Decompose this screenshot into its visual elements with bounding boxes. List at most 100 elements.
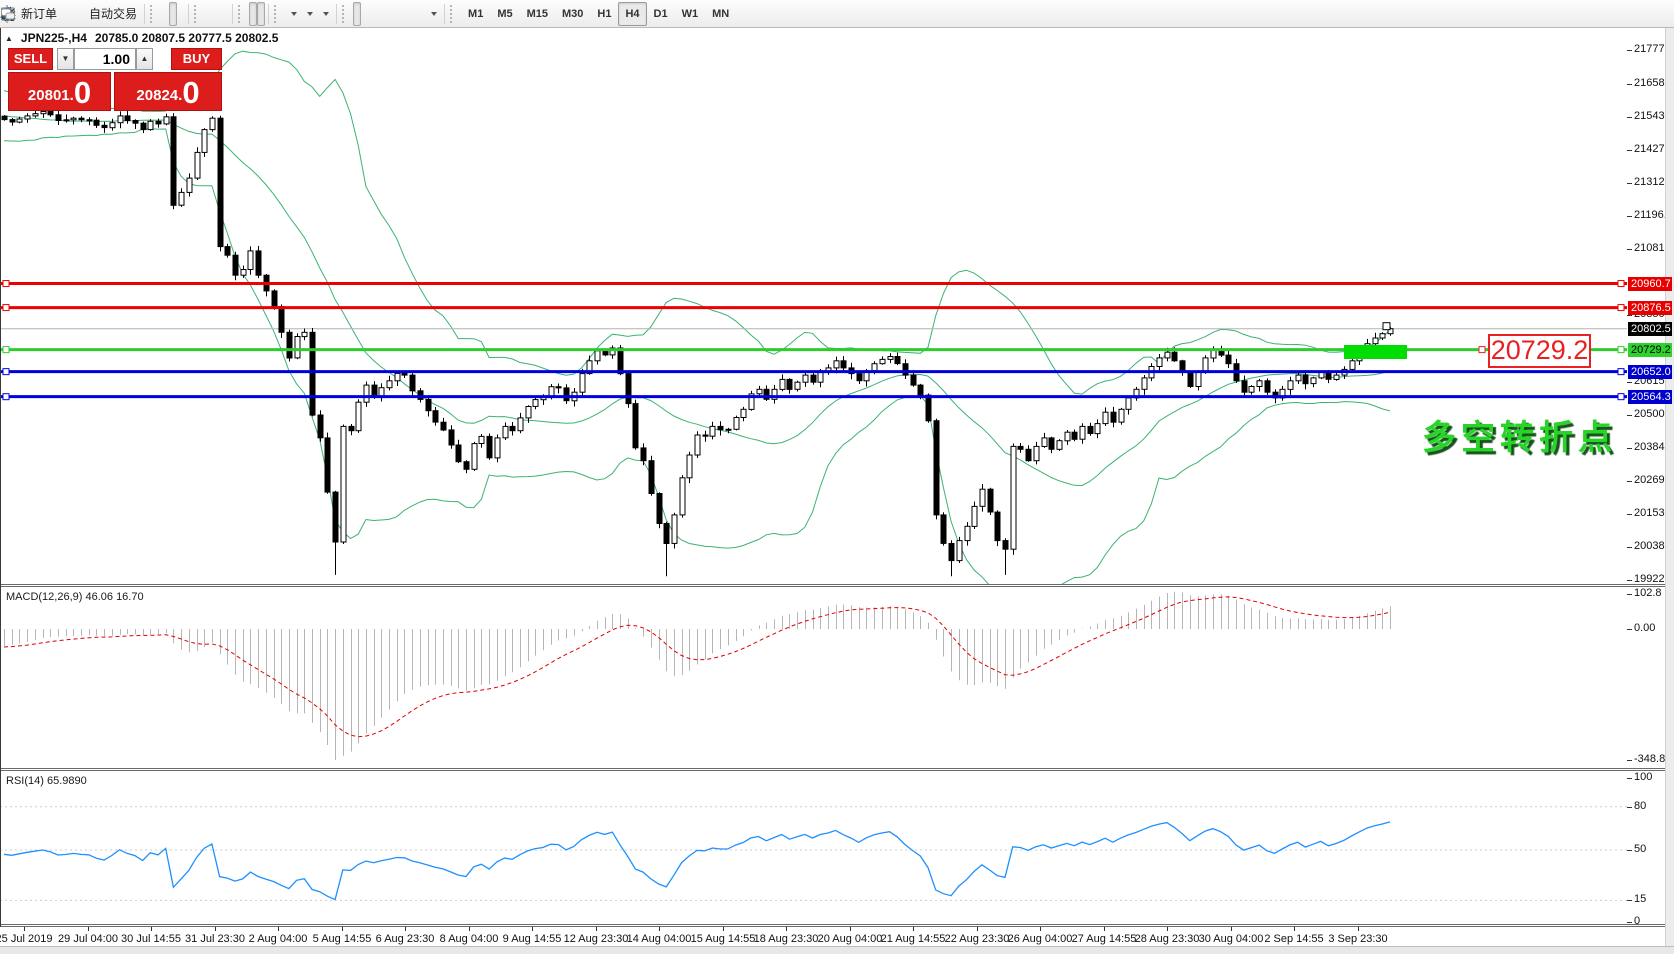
- toolbar-grip[interactable]: [342, 4, 349, 23]
- text-label-tool-button[interactable]: T: [1, 2, 425, 26]
- timeframe-m15[interactable]: M15: [526, 7, 548, 20]
- line-handle[interactable]: [2, 393, 10, 401]
- rsi-axis-label: 80: [1634, 800, 1647, 812]
- toolbar-grip[interactable]: [238, 4, 245, 23]
- panel-separator: [0, 926, 1674, 927]
- callout-handle[interactable]: [1478, 346, 1486, 354]
- trendline-tool-button[interactable]: [1, 2, 393, 26]
- highlight-tool-button[interactable]: [2, 2, 69, 26]
- price-tick-label: 20269.0: [1634, 474, 1674, 486]
- dropdown-caret-icon[interactable]: [291, 11, 298, 16]
- toolbar-grip[interactable]: [450, 4, 457, 23]
- line-handle[interactable]: [1617, 368, 1625, 376]
- timeframe-mn[interactable]: MN: [712, 7, 730, 20]
- panel-separator: [0, 770, 1674, 771]
- axis-tick: [1627, 481, 1632, 482]
- axis-tick: [1627, 448, 1632, 449]
- highlight-rectangle[interactable]: [1344, 345, 1407, 359]
- volume-increase-button[interactable]: ▲: [136, 48, 153, 70]
- auto-scroll-button[interactable]: [2, 1, 258, 26]
- date-label: 2 Sep 14:55: [1264, 933, 1324, 945]
- timeframe-w1[interactable]: W1: [681, 7, 699, 20]
- date-tick: [278, 927, 279, 931]
- sell-price-button[interactable]: 20801. 0: [8, 72, 111, 111]
- toolbar-grip[interactable]: [150, 4, 157, 23]
- timeframe-m1[interactable]: M1: [468, 7, 484, 20]
- buy-price-button[interactable]: 20824. 0: [114, 72, 222, 111]
- chart-shift-button[interactable]: [2, 1, 266, 26]
- bar-chart-button[interactable]: [2, 2, 169, 26]
- sell-button[interactable]: SELL: [8, 48, 53, 70]
- crosshair-tool-button[interactable]: [1, 2, 369, 26]
- timeframe-d1[interactable]: D1: [653, 7, 668, 20]
- volume-decrease-button[interactable]: ▼: [57, 48, 74, 70]
- rsi-axis-label: 100: [1634, 771, 1653, 783]
- line-handle[interactable]: [1617, 304, 1625, 312]
- axis-tick: [1627, 315, 1632, 316]
- bollinger-band: [3, 115, 1391, 487]
- toolbar-separator: [268, 3, 270, 24]
- date-tick: [469, 927, 470, 931]
- fibonacci-tool-button[interactable]: F: [1, 2, 409, 26]
- chat-icon[interactable]: [1, 2, 1666, 26]
- search-icon[interactable]: [1, 2, 1652, 26]
- buy-button[interactable]: BUY: [171, 48, 222, 70]
- price-callout-box[interactable]: 20729.2: [1488, 334, 1591, 368]
- toolbar-separator: [232, 3, 234, 24]
- date-label: 30 Jul 14:55: [121, 933, 181, 945]
- rsi-axis-label: 0: [1634, 915, 1641, 927]
- axis-tick: [1627, 150, 1632, 151]
- toolbar-grip[interactable]: [274, 4, 281, 23]
- timeframe-h1[interactable]: H1: [597, 7, 612, 20]
- zoom-out-button[interactable]: [1, 2, 221, 26]
- date-label: 6 Aug 23:30: [375, 933, 435, 945]
- date-tick: [1040, 927, 1041, 931]
- dropdown-caret-icon[interactable]: [323, 11, 330, 16]
- line-handle[interactable]: [2, 346, 10, 354]
- line-handle[interactable]: [2, 280, 10, 288]
- main-chart[interactable]: [0, 28, 1666, 584]
- indicators-button[interactable]: [1, 2, 301, 26]
- line-chart-button[interactable]: [0, 2, 185, 26]
- vertical-line-tool-button[interactable]: [6, 2, 377, 26]
- autotrading-button-label: 自动交易: [89, 7, 138, 21]
- dropdown-caret-icon[interactable]: [307, 11, 314, 16]
- line-handle[interactable]: [1617, 280, 1625, 288]
- rsi-panel[interactable]: [0, 771, 1666, 924]
- periods-button[interactable]: [1, 2, 317, 26]
- toolbar-grip[interactable]: [194, 4, 201, 23]
- ohlc-values: 20785.0 20807.5 20777.5 20802.5: [94, 31, 279, 45]
- line-handle[interactable]: [2, 304, 10, 312]
- timeframe-h4[interactable]: H4: [618, 1, 647, 26]
- date-label: 29 Jul 04:00: [58, 933, 118, 945]
- channel-tool-button[interactable]: E: [0, 2, 401, 26]
- axis-tick: [1627, 84, 1632, 85]
- collapse-icon[interactable]: ▲: [5, 33, 13, 43]
- dropdown-caret-icon[interactable]: [431, 11, 438, 16]
- text-tool-button[interactable]: A: [3, 2, 417, 26]
- templates-button[interactable]: [1, 2, 333, 26]
- line-handle[interactable]: [1617, 393, 1625, 401]
- cursor-tool-button[interactable]: [4, 1, 362, 26]
- macd-panel[interactable]: [0, 587, 1666, 768]
- panel-separator[interactable]: [0, 768, 1674, 769]
- timeframe-m5[interactable]: M5: [497, 7, 513, 20]
- zoom-in-button[interactable]: [1, 2, 213, 26]
- timeframe-m30[interactable]: M30: [562, 7, 584, 20]
- date-label: 15 Aug 14:55: [690, 933, 756, 945]
- volume-input[interactable]: 1.00: [74, 48, 136, 70]
- line-handle[interactable]: [1617, 346, 1625, 354]
- arrows-tool-button[interactable]: [1, 2, 441, 26]
- tile-windows-button[interactable]: [2, 2, 229, 26]
- line-handle[interactable]: [2, 368, 10, 376]
- community-button[interactable]: [1, 2, 77, 26]
- date-tick: [913, 927, 914, 931]
- sell-price-pips: 0: [73, 75, 92, 110]
- signals-button[interactable]: [1, 2, 85, 26]
- axis-tick: [1627, 117, 1632, 118]
- panel-separator[interactable]: [0, 584, 1674, 585]
- candlestick-chart-button[interactable]: [2, 1, 178, 26]
- horizontal-line-tool-button[interactable]: [1, 2, 385, 26]
- new-order-button[interactable]: 新订单: [1, 2, 61, 26]
- autotrading-button[interactable]: 自动交易: [1, 2, 141, 26]
